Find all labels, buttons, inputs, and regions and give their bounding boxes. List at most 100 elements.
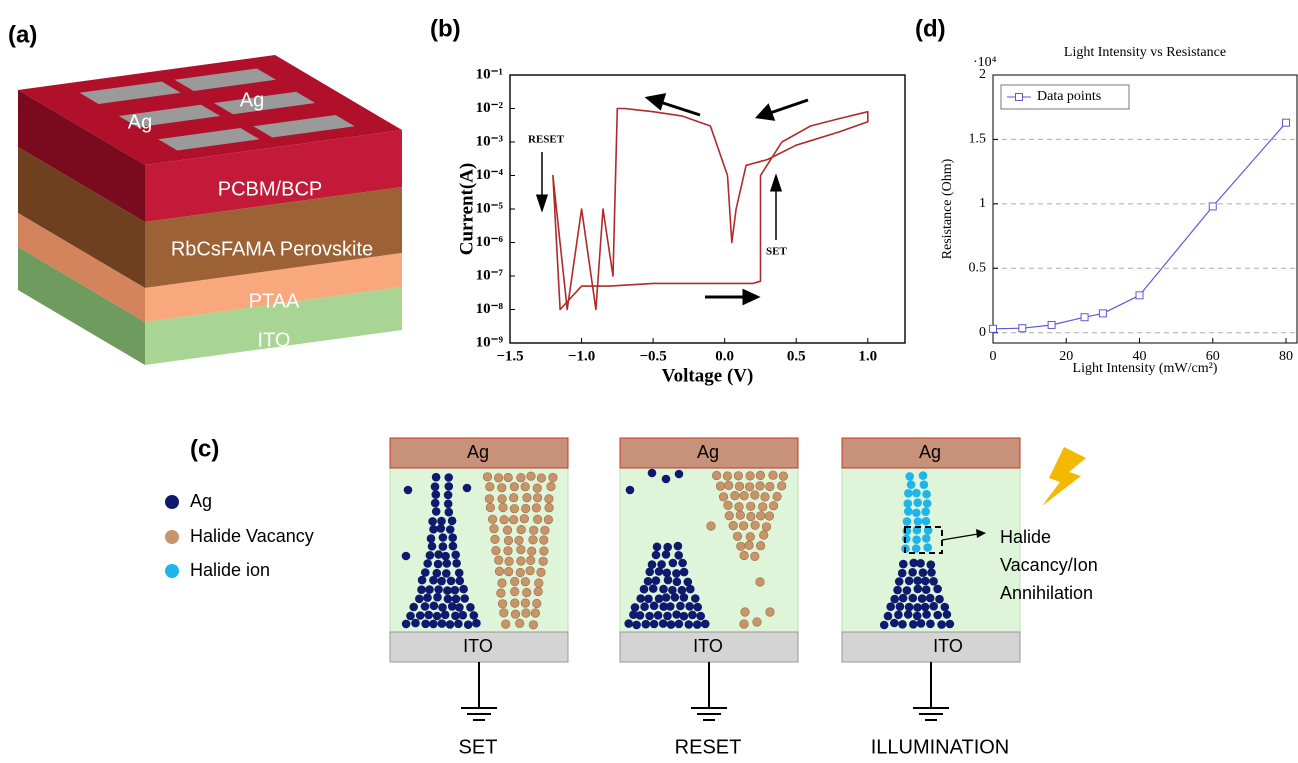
particle [672,610,681,619]
arrow [770,100,808,113]
y-tick-label: 10⁻⁸ [476,301,504,317]
x-tick-label: 0.5 [787,348,806,364]
particle [549,473,558,482]
data-point [1136,292,1143,299]
particle [921,577,930,586]
y-tick-label: 10⁻⁵ [476,200,504,216]
particle [725,511,734,520]
particle [444,491,453,500]
particle [736,511,745,520]
particle [650,602,659,611]
particle [653,543,662,552]
legend-label: Halide Vacancy [190,526,314,546]
particle [896,602,905,611]
particle [903,586,912,595]
cell-bottom-label: ITO [693,636,723,656]
particle [446,620,455,629]
particle [890,595,899,604]
data-point [1283,119,1290,126]
particle [927,568,936,577]
particle [659,619,668,628]
particle [521,504,530,513]
particle [490,524,499,533]
particle [675,470,684,479]
particle [527,547,536,556]
particle [922,534,931,543]
arrowhead [758,106,773,119]
particle [751,521,760,530]
particle [494,556,503,565]
y-tick-label: 10⁻⁴ [476,167,504,183]
layer-label: PTAA [249,290,300,312]
particle [685,620,694,629]
particle [432,490,441,499]
particle [649,584,658,593]
particle [416,611,425,620]
particle [445,508,454,517]
particle [529,536,538,545]
particle [905,577,914,586]
particle [406,612,415,621]
particle [510,577,519,586]
particle [429,525,438,534]
y-tick-label: 0 [979,325,986,340]
particle [898,620,907,629]
panel-label: (b) [430,15,461,42]
particle [494,474,503,483]
particle [648,469,657,478]
particle [672,569,681,578]
particle [463,484,472,493]
particle [751,491,760,500]
particle [523,493,532,502]
particle [688,611,697,620]
particle [756,578,765,587]
particle [729,521,738,530]
axis-multiplier: ·10⁴ [973,55,997,70]
particle [762,523,771,532]
legend-label: Ag [190,491,212,511]
particle [451,551,460,560]
particle [912,544,921,553]
electrode-label: Ag [240,89,264,111]
particle [912,489,921,498]
particle [540,536,549,545]
particle [756,482,765,491]
particle [734,472,743,481]
particle [929,602,938,611]
particle [533,599,542,608]
particle [662,550,671,559]
y-tick-label: 10⁻⁷ [476,267,504,283]
particle [464,620,473,629]
particle [433,593,442,602]
particle [769,501,778,510]
cell-bottom-label: ITO [933,636,963,656]
cell-top-label: Ag [467,442,489,462]
particle [691,594,700,603]
particle [933,611,942,620]
particle [659,585,668,594]
x-tick-label: −1.5 [496,348,523,364]
particle [504,547,513,556]
particle [904,499,913,508]
particle [663,543,672,552]
particle [402,620,411,629]
data-line [553,109,868,310]
particle [914,517,923,526]
particle [937,620,946,629]
particle [540,547,549,556]
annotation: RESET [528,134,565,146]
particle [662,593,671,602]
arrowhead [538,196,546,208]
particle [886,602,895,611]
particle [545,503,554,512]
particle [941,603,950,612]
particle [779,472,788,481]
particle [504,473,513,482]
particle [746,532,755,541]
cells [390,438,1020,720]
y-tick-label: 1.5 [969,132,987,147]
particle [433,569,442,578]
particle [459,611,468,620]
particle [441,552,450,561]
particle [491,535,500,544]
